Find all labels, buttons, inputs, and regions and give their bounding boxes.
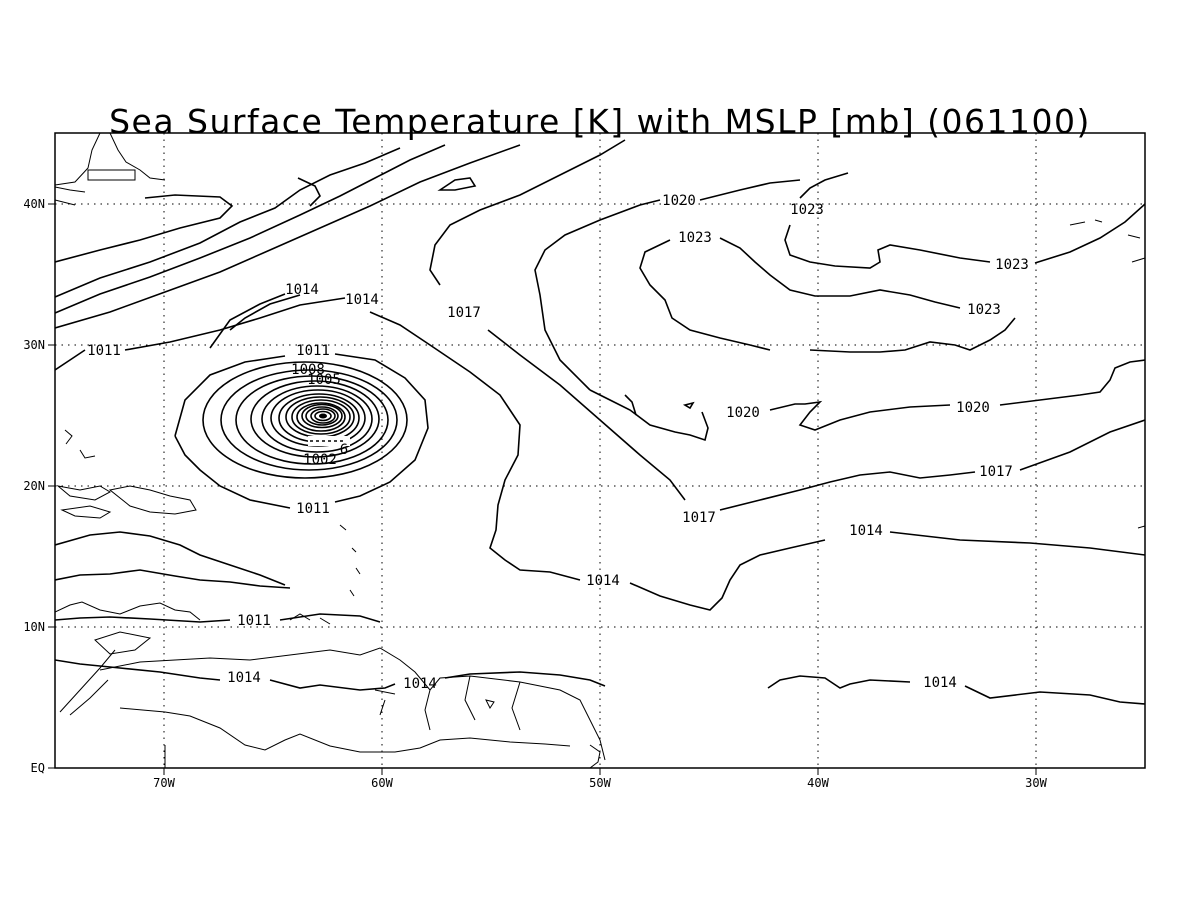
- contour-label: 1011: [296, 343, 330, 359]
- contour-label: 1005: [307, 372, 341, 388]
- lon-label: 30W: [1025, 776, 1047, 790]
- contour-label: 1011: [237, 613, 271, 629]
- contour-label: 1014: [227, 670, 261, 686]
- lat-label: 40N: [23, 197, 45, 211]
- lat-label: EQ: [31, 761, 45, 775]
- contour-label: 1014: [403, 676, 437, 692]
- coastline: [55, 133, 1145, 768]
- contour-label: 1017: [979, 464, 1013, 480]
- contour-label: 1023: [995, 257, 1029, 273]
- lon-label: 60W: [371, 776, 393, 790]
- contour-label: 1014: [345, 292, 379, 308]
- contour-label: 1014: [849, 523, 883, 539]
- contour-label: 1017: [682, 510, 716, 526]
- longitude-labels: 70W 60W 50W 40W 30W: [153, 776, 1047, 790]
- contour-label: 1011: [87, 343, 121, 359]
- contour-label: 1014: [923, 675, 957, 691]
- low-center-label: 6: [340, 442, 348, 458]
- contour-label: 1011: [296, 501, 330, 517]
- lon-label: 70W: [153, 776, 175, 790]
- lon-label: 40W: [807, 776, 829, 790]
- axis-ticks: [48, 203, 1037, 775]
- contour-label: 1020: [956, 400, 990, 416]
- lat-label: 20N: [23, 479, 45, 493]
- contour-label: 1017: [447, 305, 481, 321]
- contour-label: 1014: [285, 282, 319, 298]
- map-title: Sea Surface Temperature [K] with MSLP [m…: [109, 102, 1091, 142]
- contour-label: 1020: [662, 193, 696, 209]
- contour-label: 1014: [586, 573, 620, 589]
- contour-labels: 1020 1023 1023 1023 1023 1014 1014 1017 …: [87, 193, 1029, 692]
- lon-label: 50W: [589, 776, 611, 790]
- latitude-labels: EQ 10N 20N 30N 40N: [23, 197, 45, 775]
- contour-label: 1002: [303, 452, 337, 468]
- contour-label: 1023: [790, 202, 824, 218]
- contour-label: 1023: [678, 230, 712, 246]
- contour-label: 1023: [967, 302, 1001, 318]
- contour-label: 1020: [726, 405, 760, 421]
- contour-label: 1008: [291, 362, 325, 378]
- lat-label: 10N: [23, 620, 45, 634]
- isobars: [55, 139, 1145, 705]
- lat-label: 30N: [23, 338, 45, 352]
